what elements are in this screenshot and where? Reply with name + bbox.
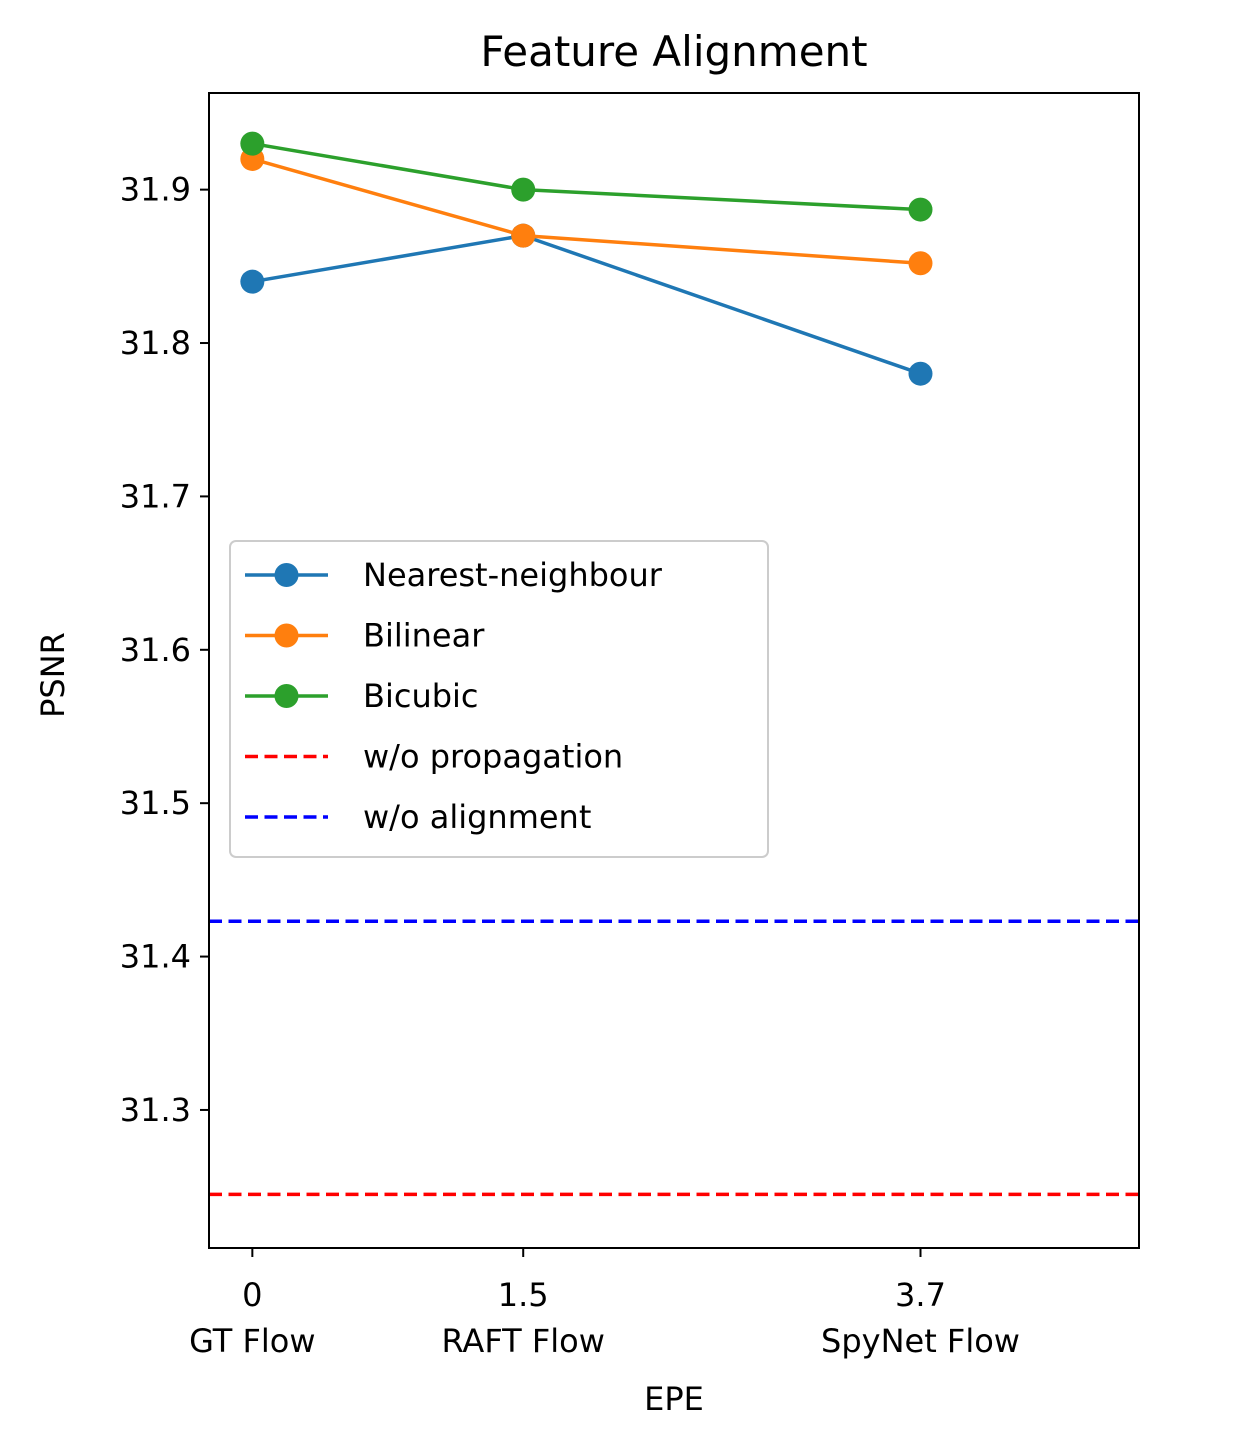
x-tick-value-1: 1.5 bbox=[498, 1276, 549, 1314]
legend-marker-2 bbox=[274, 684, 299, 708]
chart-title: Feature Alignment bbox=[480, 27, 867, 76]
series-line-1 bbox=[251, 157, 921, 266]
axes-frame bbox=[208, 92, 1140, 1249]
series-line-2 bbox=[252, 141, 921, 212]
data-point-2-2 bbox=[908, 197, 933, 222]
legend-label-3: w/o propagation bbox=[363, 738, 623, 776]
data-point-0-2 bbox=[908, 361, 933, 386]
legend-label-2: Bicubic bbox=[363, 677, 479, 715]
x-tick-name-2: SpyNet Flow bbox=[821, 1322, 1020, 1360]
x-tick-value-2: 3.7 bbox=[895, 1276, 946, 1314]
y-tick-label-6: 31.9 bbox=[120, 171, 191, 209]
legend-label-0: Nearest-neighbour bbox=[363, 556, 663, 594]
x-axis-label: EPE bbox=[644, 1380, 704, 1418]
x-tick-name-1: RAFT Flow bbox=[441, 1322, 604, 1360]
data-point-2-1 bbox=[511, 177, 536, 202]
x-tick-value-0: 0 bbox=[242, 1276, 262, 1314]
y-tick-label-3: 31.6 bbox=[120, 631, 191, 669]
y-tick-label-5: 31.8 bbox=[120, 324, 191, 362]
legend-label-1: Bilinear bbox=[363, 617, 485, 655]
legend: Nearest-neighbour Bilinear Bicubic w/o prop… bbox=[229, 540, 769, 858]
x-tick-name-0: GT Flow bbox=[189, 1322, 315, 1360]
data-point-1-1 bbox=[511, 223, 536, 248]
axis-ticks: 31.3 31.4 31.5 31.6 31.7 31.8 31.9 0 GT Flow 1.5 R… bbox=[120, 171, 1020, 1360]
y-tick-label-4: 31.7 bbox=[120, 477, 191, 515]
legend-marker-0 bbox=[274, 563, 299, 587]
y-axis-label: PSNR bbox=[34, 632, 72, 718]
legend-marker-1 bbox=[274, 623, 299, 648]
y-tick-label-0: 31.3 bbox=[120, 1091, 191, 1129]
plot-area bbox=[209, 131, 1139, 1197]
data-point-1-2 bbox=[908, 251, 933, 276]
data-point-2-0 bbox=[240, 131, 265, 156]
legend-box bbox=[229, 540, 769, 858]
legend-label-4: w/o alignment bbox=[363, 798, 591, 836]
data-point-0-0 bbox=[240, 269, 265, 294]
y-tick-label-2: 31.5 bbox=[120, 784, 191, 822]
y-tick-label-1: 31.4 bbox=[120, 938, 191, 976]
